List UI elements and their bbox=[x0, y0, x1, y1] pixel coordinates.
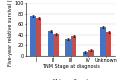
Bar bbox=[48, 31, 53, 56]
Legend: Males, Females: Males, Females bbox=[46, 77, 96, 80]
Y-axis label: Five-year relative survival (%): Five-year relative survival (%) bbox=[8, 0, 13, 66]
Bar bbox=[106, 32, 111, 56]
Bar bbox=[36, 18, 41, 56]
X-axis label: TNM Stage at diagnosis: TNM Stage at diagnosis bbox=[42, 64, 100, 69]
Bar bbox=[30, 16, 36, 56]
Bar bbox=[88, 50, 94, 56]
Bar bbox=[100, 27, 106, 56]
Bar bbox=[53, 34, 59, 56]
Bar bbox=[83, 52, 88, 56]
Bar bbox=[71, 36, 76, 56]
Bar bbox=[65, 39, 71, 56]
